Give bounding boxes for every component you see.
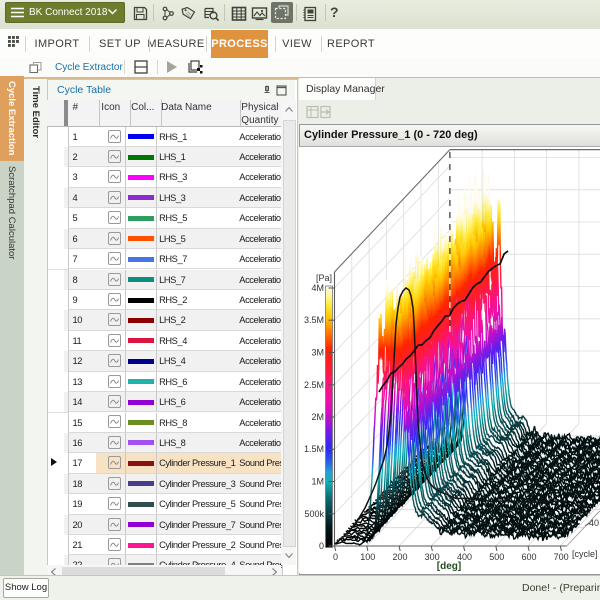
svg-text:40: 40 [589, 518, 599, 528]
svg-text:700: 700 [554, 552, 569, 562]
svg-text:[cycle] (: [cycle] ( [572, 549, 600, 559]
svg-text:3M: 3M [311, 348, 324, 358]
svg-text:2M: 2M [311, 412, 324, 422]
svg-text:1M: 1M [311, 477, 324, 487]
svg-text:[deg]: [deg] [437, 561, 461, 572]
svg-text:3.5M: 3.5M [304, 315, 324, 325]
svg-text:100: 100 [360, 552, 375, 562]
svg-text:[Pa]: [Pa] [316, 273, 332, 283]
svg-text:4M: 4M [311, 283, 324, 293]
svg-text:1.5M: 1.5M [304, 444, 324, 454]
svg-text:0: 0 [333, 552, 338, 562]
svg-text:300: 300 [425, 552, 440, 562]
svg-text:600: 600 [521, 552, 536, 562]
svg-text:2.5M: 2.5M [304, 380, 324, 390]
svg-text:0: 0 [319, 541, 324, 551]
svg-text:500k: 500k [304, 509, 324, 519]
svg-text:200: 200 [392, 552, 407, 562]
svg-text:500: 500 [489, 552, 504, 562]
svg-text:400: 400 [457, 552, 472, 562]
